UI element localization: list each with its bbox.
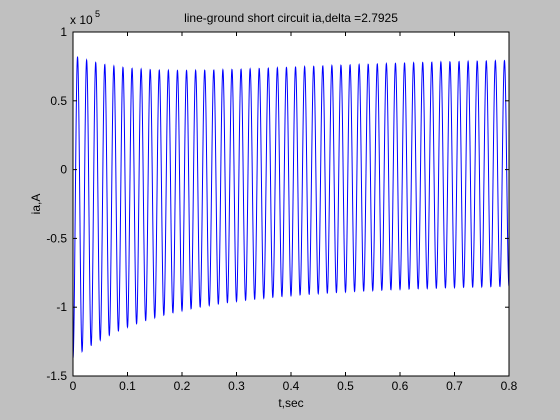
chart-title: line-ground short circuit ia,delta =2.79…: [184, 11, 398, 25]
y-tick-label: 1: [60, 25, 67, 39]
x-tick-label: 0.5: [337, 379, 354, 393]
y-tick-label: -0.5: [46, 231, 67, 245]
x-tick-label: 0.1: [119, 379, 136, 393]
y-tick-label: -1: [56, 300, 67, 314]
y-tick-label: -1.5: [46, 369, 67, 383]
series-line-ia: [73, 56, 509, 359]
x-tick-label: 0.7: [446, 379, 463, 393]
x-tick-label: 0.8: [501, 379, 518, 393]
y-axis-label: ia,A: [29, 194, 43, 215]
x-tick-label: 0.4: [283, 379, 300, 393]
x-tick-label: 0.6: [392, 379, 409, 393]
y-multiplier-exponent: 5: [95, 9, 100, 19]
x-tick-label: 0: [70, 379, 77, 393]
x-axis-label: t,sec: [278, 396, 303, 410]
y-multiplier-label: x 10: [70, 13, 93, 27]
y-tick-label: 0.5: [50, 94, 67, 108]
y-axis-ticks: -1.5 -1 -0.5 0 0.5 1: [46, 25, 509, 383]
x-tick-label: 0.2: [174, 379, 191, 393]
x-axis-ticks: 0 0.1 0.2 0.3 0.4 0.5 0.6 0.7 0.8: [70, 32, 518, 393]
x-tick-label: 0.3: [228, 379, 245, 393]
plot-clip-group: [73, 56, 509, 359]
y-tick-label: 0: [60, 163, 67, 177]
